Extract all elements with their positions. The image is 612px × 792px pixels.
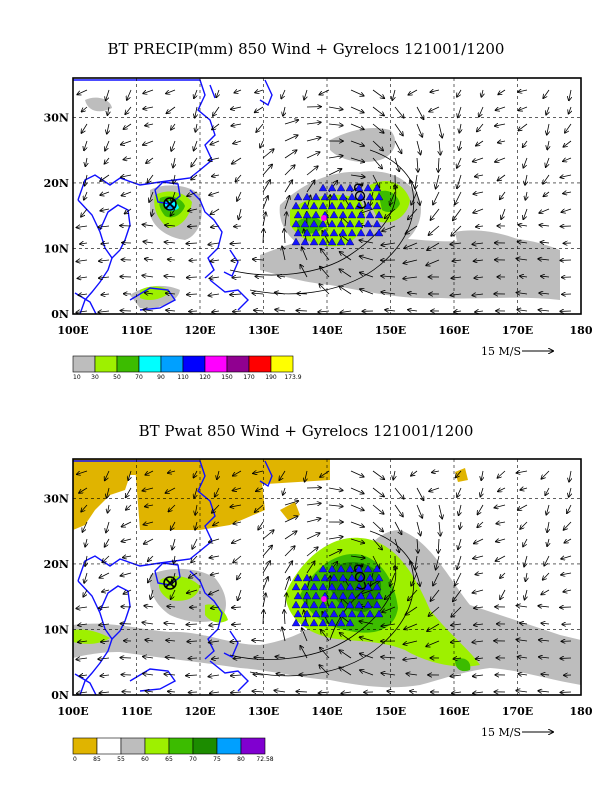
colorbar-label: 150 [221,374,233,381]
colorbar-swatch [192,737,218,755]
precip-map-panel: 100E 110E 120E 130E 140E 150E 160E 170E 180 0N 10… [44,77,593,381]
lat-tick-label: 0N [51,308,69,321]
typhoon-center-marker [163,576,177,590]
lat-tick-labels: 0N 10N 20N 30N [44,492,69,702]
storm-flow-lines [229,149,420,295]
colorbar-label: 0 [73,756,77,763]
lon-tick-label: 170E [502,324,533,337]
reference-vector: 15 M/S [481,726,553,739]
colorbar-label: 85 [93,756,101,763]
map-frame [72,458,582,696]
lon-tick-label: 130E [248,324,279,337]
lon-tick-label: 150E [375,324,406,337]
reference-vector: 15 M/S [481,345,553,358]
colorbar-swatch [216,737,242,755]
colorbar-swatch [94,355,118,373]
gyre-center-dot [321,215,327,221]
lat-tick-label: 20N [44,177,69,190]
lat-tick-label: 10N [44,242,69,255]
precip-title: BT PRECIP(mm) 850 Wind + Gyrelocs 121001… [107,40,505,58]
lat-lon-grid [73,459,581,695]
lon-tick-label: 180 [570,324,593,337]
svg-text:15 M/S: 15 M/S [481,345,521,358]
typhoon-center-marker [163,197,177,211]
lat-tick-label: 10N [44,623,69,636]
lat-tick-labels: 0N 10N 20N 30N [44,111,69,321]
colorbar-label: 72.58 [256,756,273,763]
colorbar-label: 30 [91,374,99,381]
lon-tick-label: 170E [502,705,533,718]
lat-tick-label: 0N [51,689,69,702]
lon-tick-label: 120E [184,705,215,718]
lon-tick-label: 110E [121,324,152,337]
colorbar-swatch [204,355,228,373]
colorbar-label: 190 [265,374,277,381]
colorbar-label: 173.9 [284,374,301,381]
gyre-location-markers [291,183,384,246]
lon-tick-labels: 100E 110E 120E 130E 140E 150E 160E 170E 180 [57,324,593,337]
colorbar-swatch [144,737,170,755]
map-frame [72,77,582,315]
lat-tick-label: 30N [44,111,69,124]
colorbar-label: 70 [189,756,197,763]
pwat-map-panel: 100E 110E 120E 130E 140E 150E 160E 170E 180 0N 10… [44,458,593,763]
colorbar-label: 75 [213,756,221,763]
gyre-location-markers [291,564,384,627]
colorbar-swatch [240,737,266,755]
colorbar-swatch [160,355,184,373]
wind-vectors [76,471,571,693]
colorbar-swatch [248,355,272,373]
precip-colorbar: 10 30 50 70 90 110 120 150 170 190 173.9 [72,355,302,381]
pwat-colorbar: 0 85 55 60 65 70 75 80 72.58 [72,737,274,763]
svg-text:15 M/S: 15 M/S [481,726,521,739]
lon-tick-label: 160E [438,324,469,337]
lat-tick-label: 20N [44,558,69,571]
colorbar-swatch [72,355,96,373]
colorbar-swatch [270,355,294,373]
lon-tick-label: 160E [438,705,469,718]
colorbar-swatch [168,737,194,755]
colorbar-label: 50 [113,374,121,381]
gyre-center-dot [321,596,327,602]
lon-tick-label: 150E [375,705,406,718]
lon-tick-label: 180 [570,705,593,718]
colorbar-swatch [116,355,140,373]
lon-tick-label: 140E [311,705,342,718]
lon-tick-label: 130E [248,705,279,718]
colorbar-swatch [138,355,162,373]
colorbar-label: 170 [243,374,255,381]
colorbar-swatch [120,737,146,755]
colorbar-label: 55 [117,756,125,763]
colorbar-label: 120 [199,374,211,381]
colorbar-label: 60 [141,756,149,763]
colorbar-label: 65 [165,756,173,763]
colorbar-swatch [182,355,206,373]
tropical-cyclone-symbol [354,183,366,209]
lon-tick-label: 100E [57,705,88,718]
colorbar-label: 10 [73,374,81,381]
storm-flow-lines [229,530,420,677]
lon-tick-label: 140E [311,324,342,337]
pwat-title: BT Pwat 850 Wind + Gyrelocs 121001/1200 [138,422,474,440]
lat-tick-label: 30N [44,492,69,505]
lat-lon-grid [73,78,581,314]
colorbar-label: 80 [237,756,245,763]
lon-tick-label: 110E [121,705,152,718]
lon-tick-label: 100E [57,324,88,337]
colorbar-label: 110 [177,374,189,381]
tropical-cyclone-symbol [354,564,366,590]
colorbar-swatch [72,737,98,755]
lon-tick-label: 120E [184,324,215,337]
colorbar-swatch [96,737,122,755]
wind-vectors [76,90,571,313]
colorbar-label: 70 [135,374,143,381]
lon-tick-labels: 100E 110E 120E 130E 140E 150E 160E 170E 180 [57,705,593,718]
colorbar-swatch [226,355,250,373]
coastlines [73,79,273,314]
colorbar-label: 90 [157,374,165,381]
